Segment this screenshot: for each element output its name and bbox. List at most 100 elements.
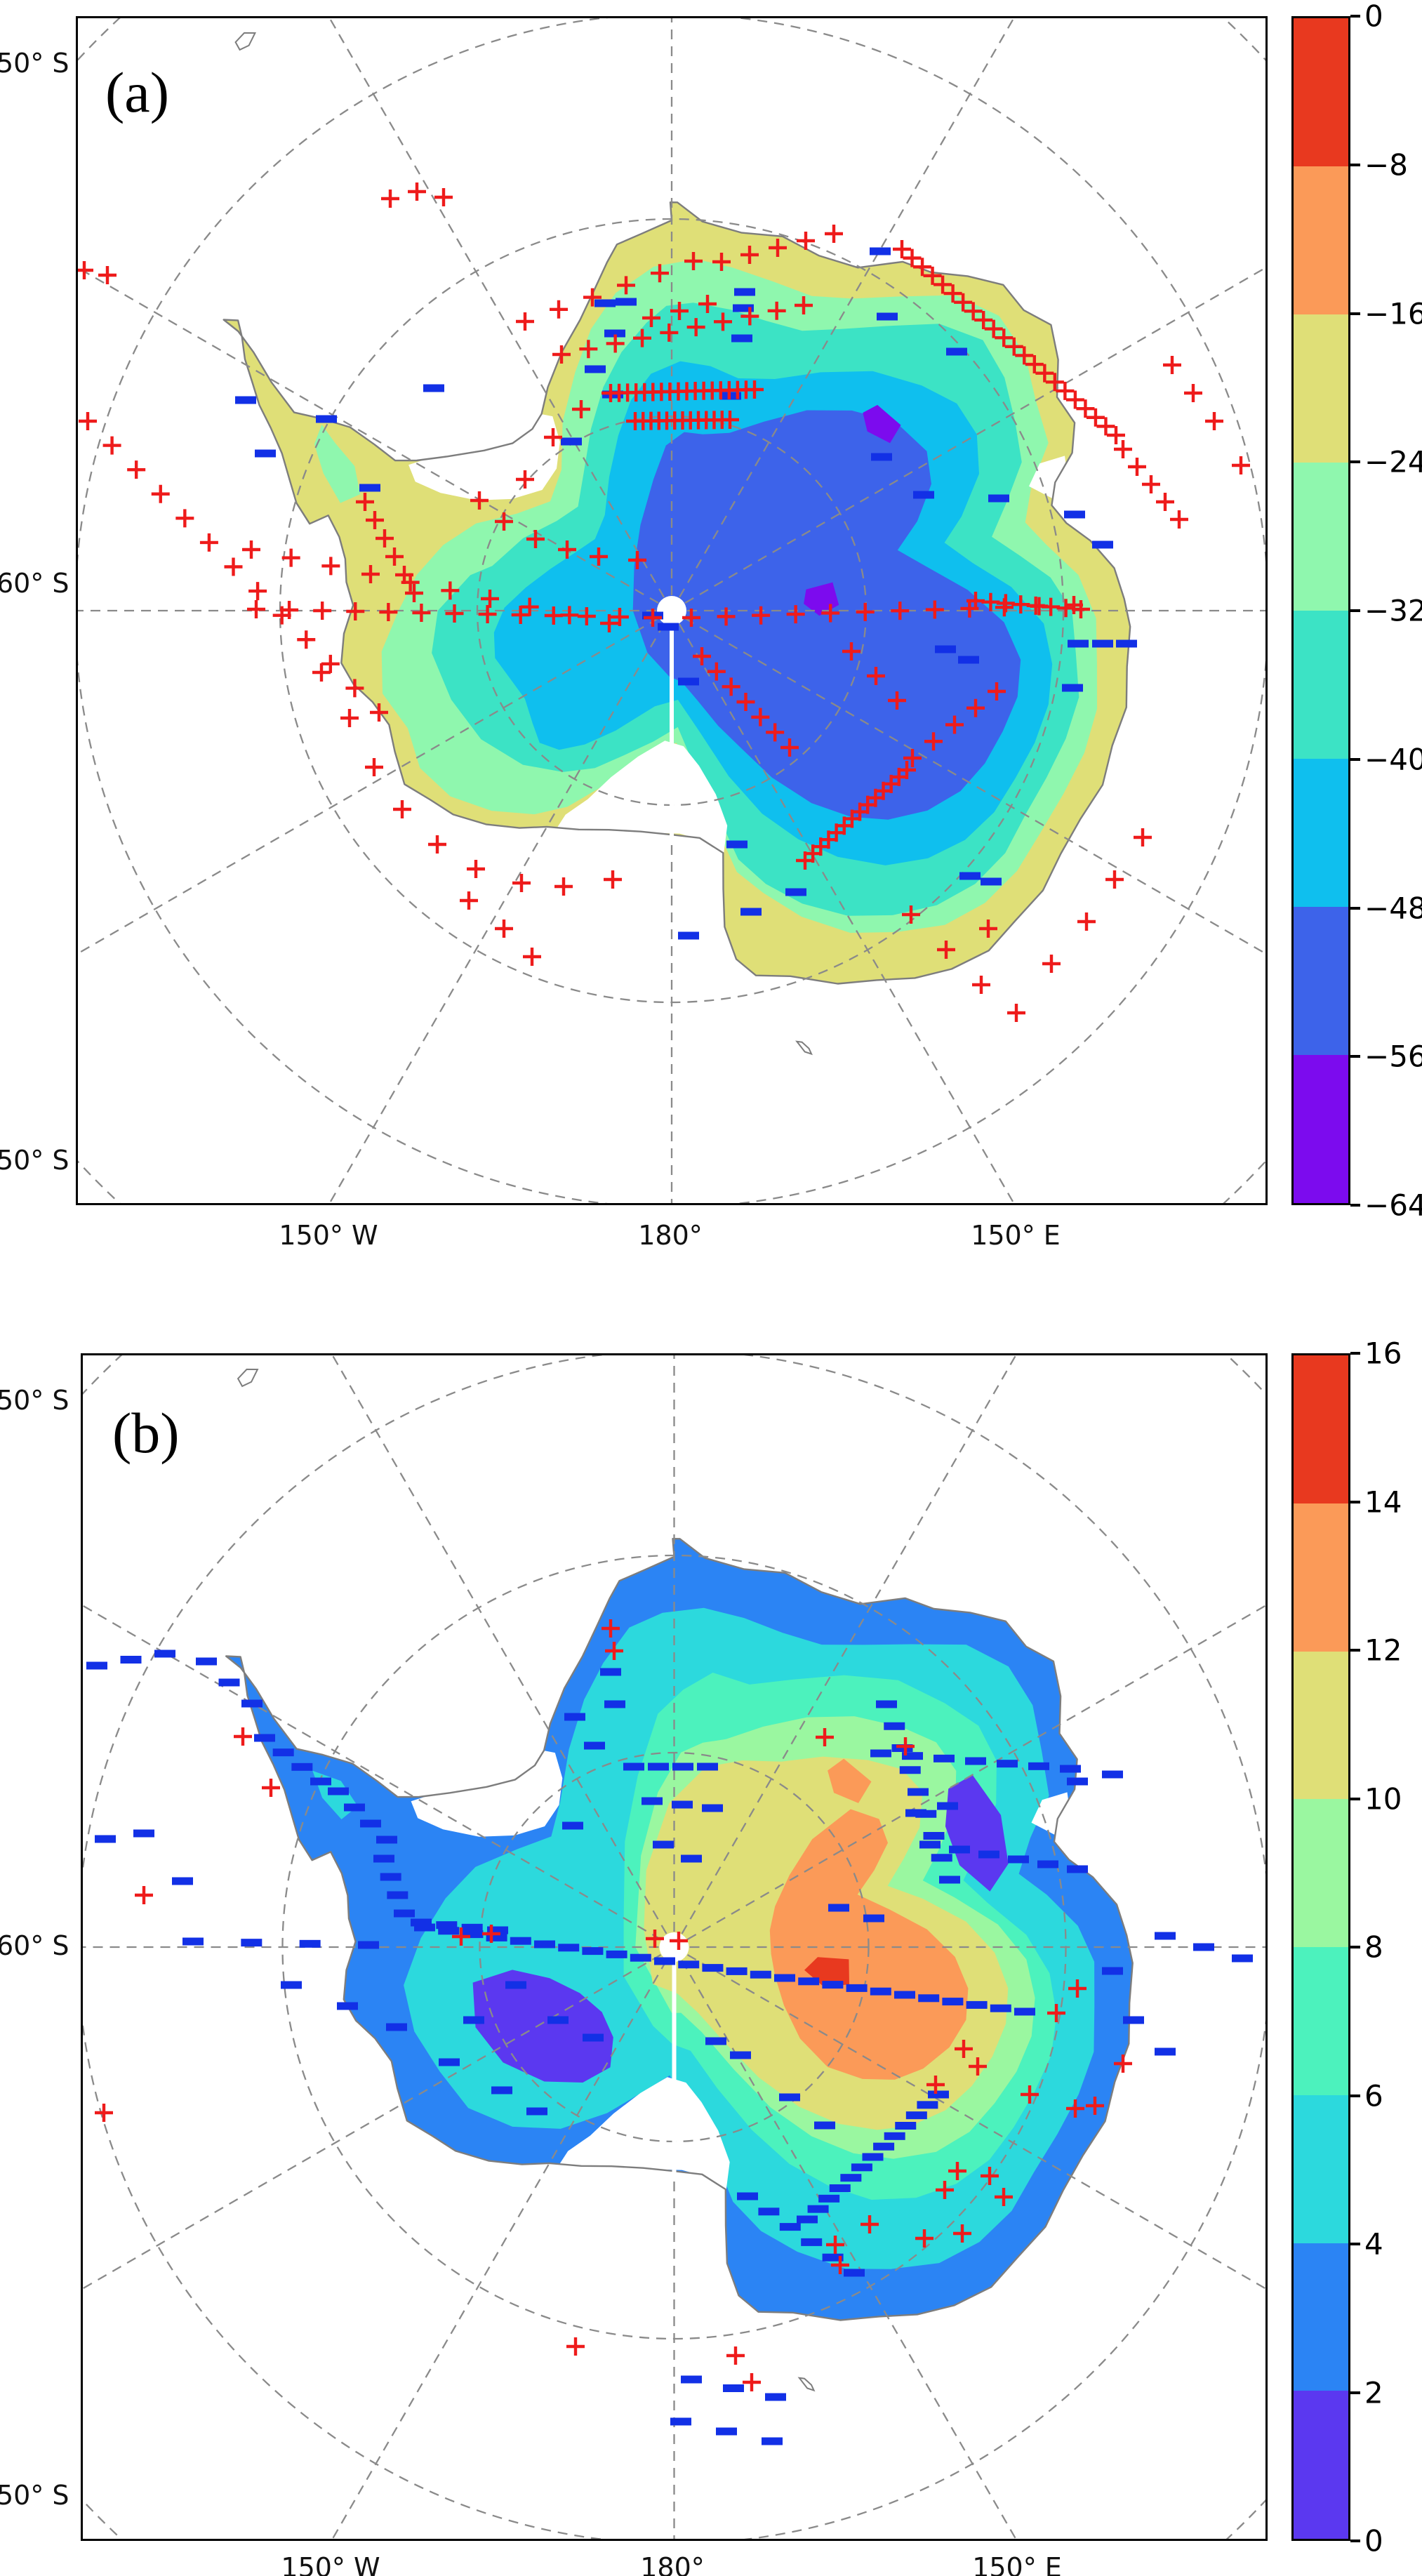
colorbar-segment	[1294, 18, 1348, 166]
red-plus-marker	[495, 919, 513, 938]
red-plus-marker	[682, 609, 700, 627]
red-plus-marker	[1042, 955, 1061, 973]
red-plus-marker	[460, 891, 478, 910]
blue-dash-marker	[931, 1854, 952, 1862]
red-plus-marker	[199, 533, 218, 552]
ice-shelf-gap	[408, 413, 560, 500]
colorbar-segment	[1294, 314, 1348, 463]
blue-dash-marker	[978, 1850, 999, 1859]
blue-dash-marker	[486, 1933, 507, 1941]
meridian-line	[686, 1954, 1268, 2291]
red-plus-marker	[393, 800, 411, 818]
blue-dash-marker	[436, 1921, 458, 1930]
red-plus-markers	[95, 1619, 1132, 2391]
blue-dash-marker	[846, 1984, 868, 1992]
blue-dash-marker	[876, 1700, 897, 1708]
meridian-line	[81, 1954, 662, 2291]
meridian-line	[681, 1353, 1018, 1934]
red-plus-marker	[520, 597, 539, 616]
pole-data-hole	[657, 596, 686, 625]
meridian-line	[76, 618, 659, 956]
blue-dash-marker	[873, 2142, 895, 2151]
colorbar-segment	[1294, 1799, 1348, 1947]
blue-dash-marker	[534, 1940, 555, 1948]
red-plus-marker	[726, 2346, 745, 2365]
colorbar-tick-label: −56	[1364, 1039, 1422, 1074]
red-plus-marker	[412, 604, 431, 622]
blue-dash-marker	[376, 1835, 397, 1844]
red-plus-marker	[984, 319, 1003, 338]
red-plus-marker	[1056, 381, 1075, 400]
blue-dash-marker	[797, 2215, 818, 2224]
blue-dash-marker	[966, 2000, 988, 2009]
red-plus-marker	[511, 606, 530, 624]
red-plus-marker	[867, 667, 885, 685]
red-plus-marker	[98, 266, 117, 284]
red-plus-marker	[955, 2040, 973, 2058]
blue-dash-marker	[1155, 1932, 1176, 1940]
blue-dash-marker	[310, 1777, 331, 1786]
blue-dash-marker	[942, 1998, 964, 2006]
blue-dash-marker	[1232, 1954, 1253, 1963]
blue-dash-marker	[154, 1649, 175, 1658]
red-plus-marker	[740, 246, 759, 264]
red-plus-marker	[381, 190, 399, 208]
red-plus-marker	[606, 334, 625, 353]
blue-dash-marker	[1102, 1967, 1123, 1975]
blue-dash-marker	[653, 1840, 674, 1849]
red-plus-marker	[405, 584, 423, 602]
blue-dash-marker	[86, 1661, 107, 1670]
panel-frame	[81, 1353, 1268, 2541]
red-plus-marker	[346, 602, 365, 620]
blue-dash-marker	[750, 1970, 771, 1979]
blue-dash-marker	[870, 1987, 891, 1996]
blue-dash-marker	[594, 299, 616, 307]
lon-label-b-east: 150° E	[972, 2552, 1062, 2576]
blue-dash-marker	[1116, 639, 1137, 648]
colorbar-tick-label: 10	[1364, 1781, 1402, 1816]
blue-dash-marker	[1102, 1770, 1123, 1779]
colorbar-tick-label: 14	[1364, 1485, 1402, 1519]
red-plus-marker	[707, 662, 726, 681]
red-plus-marker	[79, 412, 97, 430]
blue-dash-marker	[1092, 639, 1113, 648]
red-plus-marker	[321, 654, 340, 673]
red-plus-marker	[544, 606, 563, 625]
red-plus-marker	[151, 484, 170, 503]
red-plus-marker	[953, 2224, 971, 2243]
blue-dash-marker	[814, 2121, 835, 2130]
blue-dash-marker	[923, 1832, 945, 1840]
blue-dash-marker	[95, 1835, 116, 1843]
red-plus-marker	[933, 275, 952, 294]
blue-dash-marker	[734, 288, 755, 296]
red-plus-marker	[1015, 346, 1034, 365]
red-plus-marker	[743, 2373, 761, 2391]
red-plus-marker	[969, 2057, 987, 2076]
blue-dash-marker	[182, 1937, 204, 1946]
red-plus-marker	[1128, 458, 1146, 476]
red-plus-marker	[579, 340, 598, 359]
blue-dash-marker	[359, 484, 380, 492]
red-plus-marker	[954, 293, 973, 312]
blue-dash-marker	[965, 1757, 986, 1765]
blue-dash-marker	[218, 1678, 240, 1687]
red-plus-marker	[769, 239, 787, 257]
red-plus-marker	[495, 512, 513, 531]
blue-dash-marker	[414, 1923, 435, 1932]
colorbar-segment	[1294, 1355, 1348, 1503]
blue-dash-marker	[981, 877, 1002, 886]
blue-dash-marker	[870, 247, 891, 255]
colorbar-segment	[1294, 2094, 1348, 2243]
red-plus-marker	[1076, 399, 1095, 418]
blue-dash-marker	[133, 1829, 154, 1838]
red-plus-marker	[175, 509, 194, 528]
red-plus-marker	[102, 436, 121, 455]
red-plus-marker	[891, 602, 910, 620]
red-plus-marker	[604, 870, 622, 889]
ice-shelf-gap	[552, 741, 728, 855]
colorbar-segment	[1294, 759, 1348, 907]
colorbar-tick	[1350, 163, 1360, 166]
red-plus-marker	[821, 604, 840, 623]
blue-dash-marker	[990, 2004, 1011, 2012]
red-plus-marker	[560, 606, 579, 625]
